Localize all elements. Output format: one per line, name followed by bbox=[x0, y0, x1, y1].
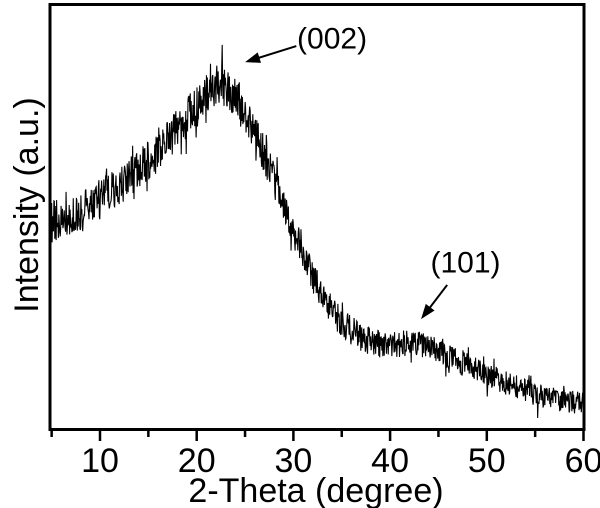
x-axis-tick-label: 60 bbox=[565, 442, 600, 480]
x-axis-tick-labels: 10 20 30 40 50 60 bbox=[81, 442, 600, 480]
annotation-arrow-line bbox=[253, 45, 297, 61]
xrd-trace bbox=[51, 44, 583, 419]
peak-annotation: (101) bbox=[421, 246, 501, 320]
peak-annotation-label: (002) bbox=[297, 22, 367, 55]
plot-area bbox=[50, 4, 584, 430]
peak-annotations: (002) (101) bbox=[245, 22, 501, 320]
x-axis-tick-label: 20 bbox=[178, 442, 216, 480]
annotation-arrowhead-icon bbox=[421, 303, 435, 320]
x-axis-tick-label: 40 bbox=[371, 442, 409, 480]
x-axis-tick-label: 30 bbox=[274, 442, 312, 480]
y-axis-label: Intensity (a.u.) bbox=[8, 97, 46, 312]
xrd-trace-layer bbox=[51, 44, 583, 419]
plot-frame bbox=[48, 3, 586, 431]
peak-annotation: (002) bbox=[245, 22, 367, 63]
x-axis-ticks bbox=[50, 431, 585, 441]
x-axis-tick-label: 50 bbox=[468, 442, 506, 480]
x-axis-tick-label: 10 bbox=[81, 442, 119, 480]
x-axis-label: 2-Theta (degree) bbox=[188, 472, 443, 508]
annotation-arrowhead-icon bbox=[245, 52, 262, 63]
peak-annotation-label: (101) bbox=[431, 246, 501, 279]
